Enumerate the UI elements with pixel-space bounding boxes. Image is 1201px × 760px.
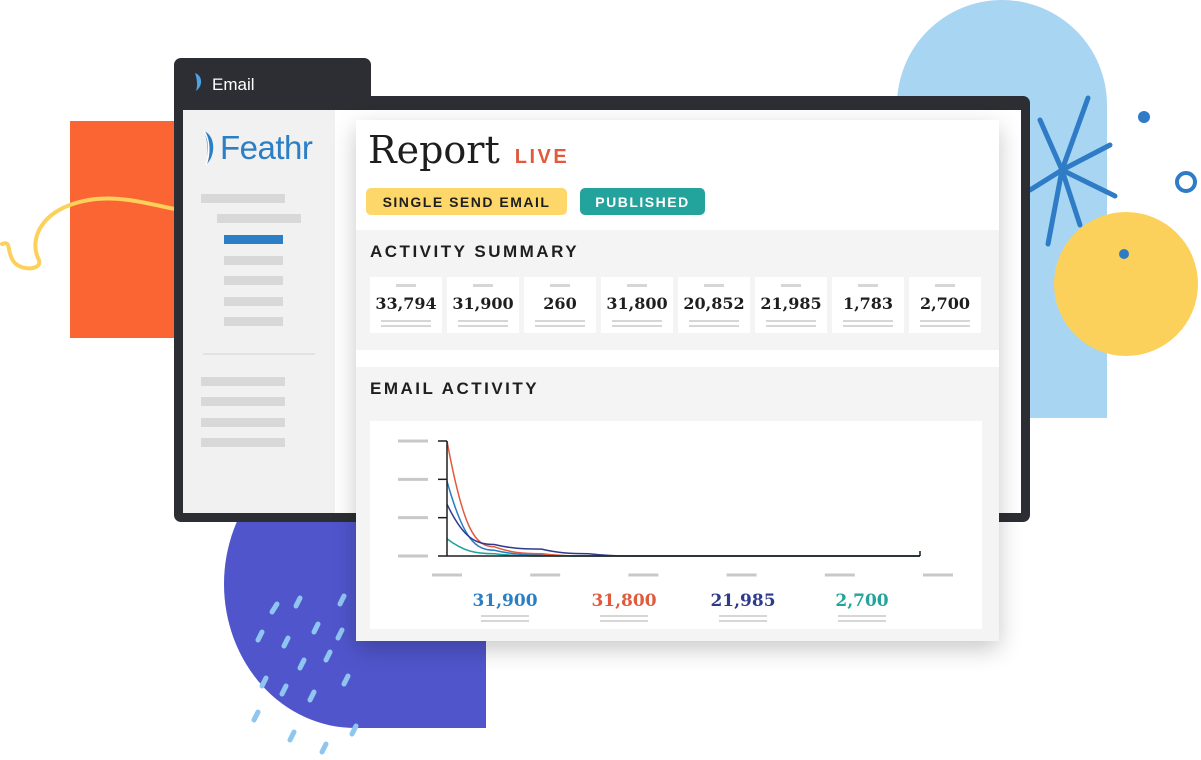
stat-placeholder-line xyxy=(935,284,955,287)
blue-starburst-icon xyxy=(1027,95,1118,247)
email-activity-title: EMAIL ACTIVITY xyxy=(370,379,540,398)
stat-placeholder-line xyxy=(535,325,585,327)
line-chart xyxy=(398,439,953,577)
legend-placeholder-line xyxy=(719,615,767,617)
feather-logo-icon xyxy=(203,130,214,166)
stat-placeholder-line xyxy=(627,284,647,287)
legend-value: 2,700 xyxy=(835,591,889,611)
sidebar: Feathr xyxy=(183,110,335,513)
series-line-3 xyxy=(446,503,920,557)
sidebar-item[interactable] xyxy=(201,418,285,427)
stat-placeholder-line xyxy=(766,320,816,322)
series-line-1 xyxy=(446,481,920,557)
stat-value: 20,852 xyxy=(683,294,745,313)
stat-placeholder-line xyxy=(458,320,508,322)
sidebar-item[interactable] xyxy=(224,256,283,265)
sidebar-item[interactable] xyxy=(224,297,283,306)
light-blue-dashes-icon xyxy=(251,593,359,755)
legend-placeholder-line xyxy=(600,615,648,617)
stat-value: 31,800 xyxy=(606,294,668,313)
email-activity-panel: EMAIL ACTIVITY 31,900 31,800 21,985 2,70… xyxy=(356,367,999,641)
legend-placeholder-line xyxy=(481,615,529,617)
stat-placeholder-line xyxy=(689,325,739,327)
series-line-2 xyxy=(446,440,920,557)
legend-value: 21,985 xyxy=(710,591,776,611)
stat-card[interactable]: 21,985 xyxy=(755,277,827,333)
stat-card[interactable]: 33,794 xyxy=(370,277,442,333)
legend-placeholder-line xyxy=(600,620,648,622)
stat-placeholder-line xyxy=(781,284,801,287)
stat-card[interactable]: 31,800 xyxy=(601,277,673,333)
legend-value: 31,900 xyxy=(472,591,538,611)
published-status-badge: PUBLISHED xyxy=(580,188,705,215)
sidebar-divider xyxy=(203,353,315,355)
stat-placeholder-line xyxy=(843,320,893,322)
stat-card[interactable]: 2,700 xyxy=(909,277,981,333)
sidebar-item[interactable] xyxy=(201,377,285,386)
sidebar-item[interactable] xyxy=(201,438,285,447)
stat-placeholder-line xyxy=(535,320,585,322)
stat-placeholder-line xyxy=(381,320,431,322)
yellow-squiggle-icon xyxy=(0,196,182,271)
stat-placeholder-line xyxy=(381,325,431,327)
yellow-circle-decoration xyxy=(1054,212,1198,356)
stat-placeholder-line xyxy=(766,325,816,327)
stat-placeholder-line xyxy=(858,284,878,287)
report-card: Report LIVE SINGLE SEND EMAIL PUBLISHED … xyxy=(356,120,999,641)
legend-placeholder-line xyxy=(838,615,886,617)
stat-placeholder-line xyxy=(920,325,970,327)
page-title: Report xyxy=(368,128,500,172)
legend-value: 31,800 xyxy=(591,591,657,611)
stat-value: 260 xyxy=(543,294,577,313)
sidebar-item-active[interactable] xyxy=(224,235,283,244)
stat-placeholder-line xyxy=(843,325,893,327)
single-send-email-badge: SINGLE SEND EMAIL xyxy=(366,188,567,215)
stat-placeholder-line xyxy=(458,325,508,327)
stat-placeholder-line xyxy=(920,320,970,322)
sidebar-item[interactable] xyxy=(201,194,285,203)
stat-value: 31,900 xyxy=(452,294,514,313)
email-activity-chart: 31,900 31,800 21,985 2,700 xyxy=(370,421,982,629)
report-header: Report LIVE xyxy=(368,128,569,172)
sidebar-item[interactable] xyxy=(217,214,301,223)
sidebar-item[interactable] xyxy=(224,317,283,326)
stat-placeholder-line xyxy=(689,320,739,322)
brand-name: Feathr xyxy=(220,129,313,166)
stat-value: 2,700 xyxy=(919,294,971,313)
stat-placeholder-line xyxy=(550,284,570,287)
activity-summary-panel: ACTIVITY SUMMARY 33,794 31,900 260 31,80… xyxy=(356,230,999,350)
stat-card[interactable]: 20,852 xyxy=(678,277,750,333)
live-badge: LIVE xyxy=(514,146,570,168)
stat-card[interactable]: 31,900 xyxy=(447,277,519,333)
stat-placeholder-line xyxy=(704,284,724,287)
stat-value: 21,985 xyxy=(760,294,822,313)
legend-placeholder-line xyxy=(481,620,529,622)
stat-value: 33,794 xyxy=(375,294,437,313)
feather-logo-icon xyxy=(195,73,202,91)
blue-flecks-icon xyxy=(1119,111,1197,259)
legend-placeholder-line xyxy=(838,620,886,622)
stat-placeholder-line xyxy=(473,284,493,287)
activity-summary-title: ACTIVITY SUMMARY xyxy=(370,242,580,261)
stat-card[interactable]: 260 xyxy=(524,277,596,333)
tab-title: Email xyxy=(212,75,255,94)
stat-placeholder-line xyxy=(612,325,662,327)
stat-placeholder-line xyxy=(612,320,662,322)
sidebar-item[interactable] xyxy=(201,397,285,406)
feathr-logo[interactable]: Feathr xyxy=(201,128,313,168)
stat-placeholder-line xyxy=(396,284,416,287)
legend-placeholder-line xyxy=(719,620,767,622)
orange-rectangle-decoration xyxy=(70,121,180,338)
stat-value: 1,783 xyxy=(842,294,894,313)
sidebar-item[interactable] xyxy=(224,276,283,285)
stat-card[interactable]: 1,783 xyxy=(832,277,904,333)
